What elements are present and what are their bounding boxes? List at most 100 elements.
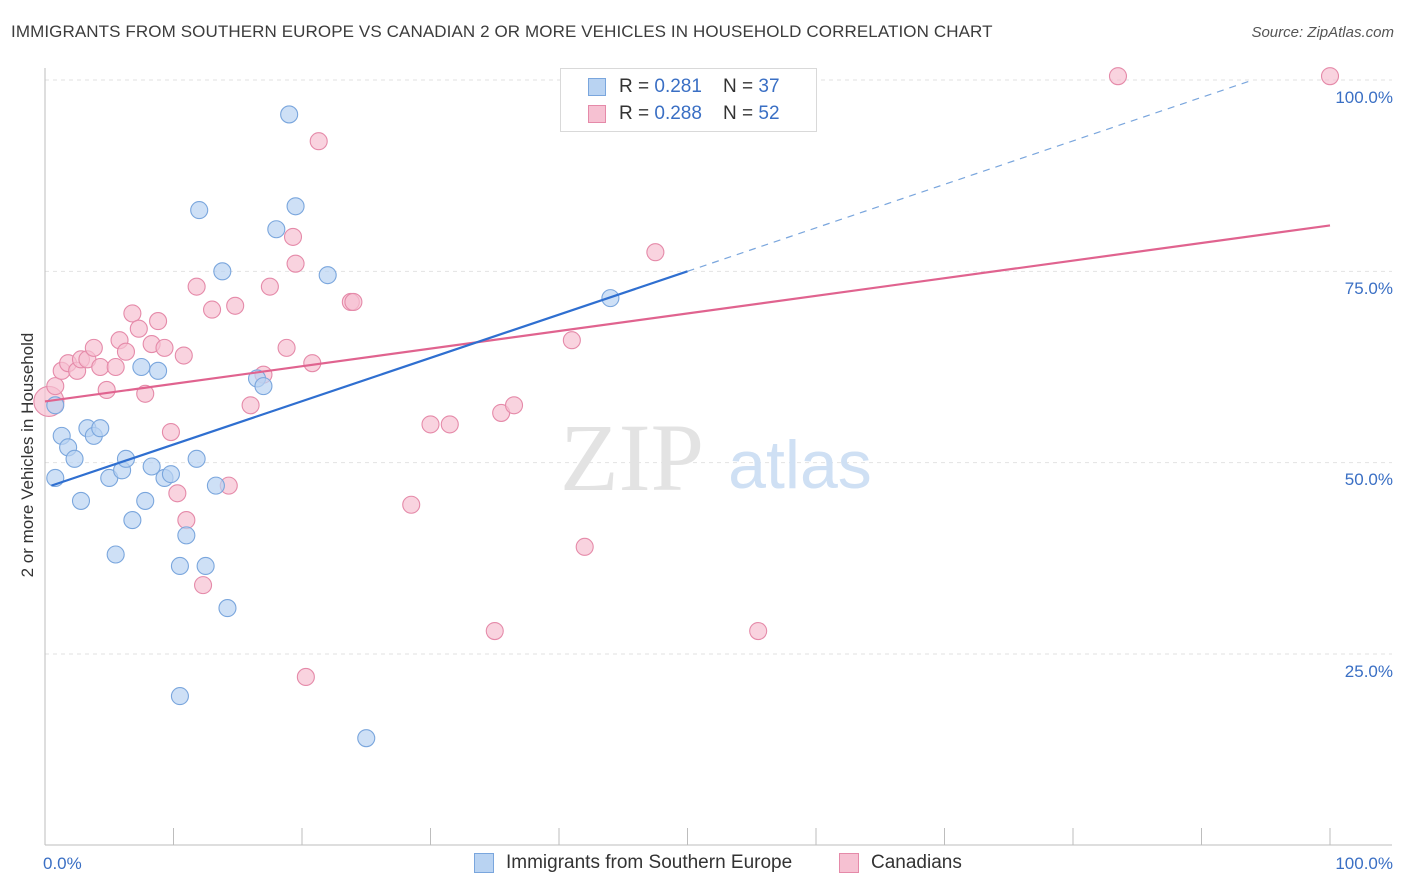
canadians-point-51 xyxy=(1320,67,1340,86)
immigrants-point-27 xyxy=(213,262,232,281)
canadians-point-23 xyxy=(187,277,206,296)
immigrants-trend-extension xyxy=(687,79,1254,272)
watermark-zip: ZIP xyxy=(560,404,704,511)
canadians-point-18 xyxy=(155,338,174,357)
immigrants-point-26 xyxy=(206,476,225,495)
stats-legend-row-immigrants: R = 0.281 N = 37 xyxy=(588,75,780,99)
legend-item-canadians[interactable]: Canadians xyxy=(839,852,962,874)
blue-swatch xyxy=(474,853,494,873)
canadians-point-46 xyxy=(575,537,594,556)
trend-lines xyxy=(44,79,1331,487)
n-label: N = xyxy=(723,76,759,97)
canadians-point-12 xyxy=(116,342,136,361)
immigrants-point-34 xyxy=(318,266,337,285)
chart-title: IMMIGRANTS FROM SOUTHERN EUROPE VS CANAD… xyxy=(11,22,993,41)
y-tick-label-50: 50.0% xyxy=(1345,470,1393,489)
immigrants-trend-line xyxy=(51,270,688,487)
canadians-point-34 xyxy=(296,667,315,687)
immigrants-point-23 xyxy=(187,449,206,468)
immigrants-point-4 xyxy=(65,449,84,468)
x-tick-labels: 0.0% 100.0% xyxy=(43,854,1393,873)
immigrants-point-32 xyxy=(280,105,299,124)
stats-legend: R = 0.281 N = 37 R = 0.288 N = 52 xyxy=(560,68,817,132)
canadians-point-32 xyxy=(283,227,303,246)
canadians-point-42 xyxy=(485,621,504,641)
canadians-point-27 xyxy=(226,296,245,315)
immigrants-point-20 xyxy=(170,556,189,576)
immigrants-point-5 xyxy=(71,491,91,510)
immigrants-point-14 xyxy=(132,357,151,377)
canadians-point-9 xyxy=(97,380,116,400)
immigrants-point-33 xyxy=(286,197,305,216)
x-tick-label-min: 0.0% xyxy=(43,854,82,873)
immigrants-point-17 xyxy=(149,361,168,380)
canadians-point-30 xyxy=(260,277,279,296)
stats-legend-row-canadians: R = 0.288 N = 52 xyxy=(588,102,780,126)
immigrants-point-13 xyxy=(123,511,142,530)
grid-lines xyxy=(45,79,1392,655)
immigrants-point-10 xyxy=(106,545,125,564)
canadians-point-41 xyxy=(440,415,459,434)
canadians-point-22 xyxy=(177,511,196,530)
watermark-atlas: atlas xyxy=(728,427,872,503)
canadians-point-25 xyxy=(203,300,222,319)
canadians-point-20 xyxy=(168,484,187,503)
pink-swatch xyxy=(588,105,606,123)
canadians-point-31 xyxy=(277,338,296,357)
canadians-point-19 xyxy=(161,423,180,442)
r-label: R = xyxy=(619,76,655,97)
immigrants-point-25 xyxy=(196,556,215,576)
axes xyxy=(44,68,1392,846)
legend-label-canadians: Canadians xyxy=(871,852,962,873)
r-value: 0.288 xyxy=(654,103,702,124)
canadians-point-21 xyxy=(174,346,193,365)
r-value: 0.281 xyxy=(654,76,702,97)
immigrants-point-15 xyxy=(136,491,155,510)
immigrants-point-28 xyxy=(218,599,237,618)
canadians-point-13 xyxy=(123,304,142,323)
n-value: 37 xyxy=(758,76,780,97)
immigrants-points xyxy=(46,105,620,748)
canadians-point-8 xyxy=(91,357,110,377)
canadians-point-17 xyxy=(149,312,168,331)
canadians-point-50 xyxy=(1108,67,1128,86)
immigrants-point-19 xyxy=(161,465,180,484)
y-tick-labels: 25.0% 50.0% 75.0% 100.0% xyxy=(1335,88,1393,681)
immigrants-point-24 xyxy=(190,201,209,220)
canadians-point-10 xyxy=(106,357,125,377)
pink-swatch xyxy=(839,853,859,873)
r-label: R = xyxy=(619,103,655,124)
immigrants-point-8 xyxy=(91,419,110,438)
legend-item-immigrants[interactable]: Immigrants from Southern Europe xyxy=(474,852,792,874)
y-tick-label-25: 25.0% xyxy=(1345,662,1393,681)
canadians-point-15 xyxy=(136,384,155,403)
canadians-point-33 xyxy=(286,254,305,273)
y-tick-label-100: 100.0% xyxy=(1335,88,1393,107)
immigrants-point-35 xyxy=(357,729,376,748)
x-tick-label-max: 100.0% xyxy=(1335,854,1393,873)
immigrants-point-31 xyxy=(267,220,286,239)
immigrants-point-30 xyxy=(254,377,273,396)
canadians-point-28 xyxy=(241,396,260,415)
canadians-point-40 xyxy=(421,415,440,434)
canadians-point-45 xyxy=(562,331,581,350)
canadians-points xyxy=(33,67,1340,687)
immigrants-point-21 xyxy=(170,687,189,706)
canadians-point-38 xyxy=(344,292,363,311)
canadians-point-24 xyxy=(194,576,213,595)
canadians-point-14 xyxy=(129,319,148,338)
legend-label-immigrants: Immigrants from Southern Europe xyxy=(506,852,793,873)
canadians-point-1 xyxy=(46,377,65,396)
immigrants-point-22 xyxy=(177,526,196,545)
y-tick-label-75: 75.0% xyxy=(1345,279,1393,298)
canadians-trend-line xyxy=(44,224,1331,403)
canadians-point-7 xyxy=(84,338,103,357)
n-value: 52 xyxy=(758,103,780,124)
canadians-point-39 xyxy=(402,495,421,514)
canadians-point-48 xyxy=(749,621,768,641)
canadians-point-47 xyxy=(646,243,665,262)
canadians-point-44 xyxy=(504,396,524,415)
series-legend: Immigrants from Southern Europe Canadian… xyxy=(0,852,1406,876)
canadians-point-36 xyxy=(309,132,328,151)
